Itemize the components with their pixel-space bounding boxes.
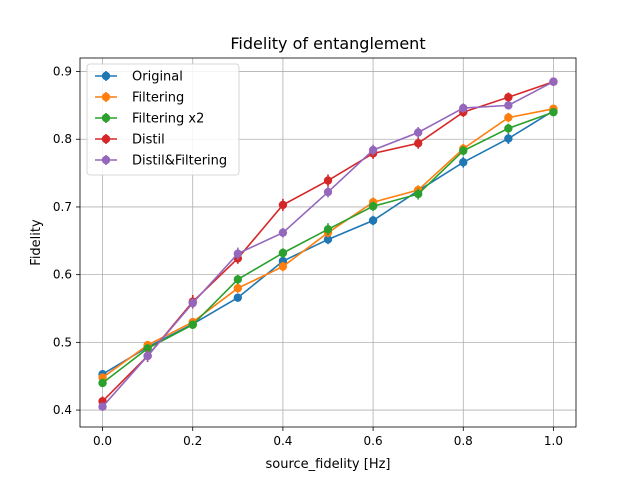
data-point — [233, 275, 243, 284]
y-axis-label: Fidelity — [29, 219, 44, 266]
x-tick-label: 0.2 — [183, 434, 202, 448]
data-point — [549, 107, 558, 117]
data-point — [413, 128, 423, 137]
y-tick-label: 0.4 — [53, 403, 72, 417]
data-point — [278, 200, 288, 210]
y-tick-label: 0.7 — [53, 200, 72, 214]
data-point — [278, 228, 288, 237]
legend-label: Distil&Filtering — [132, 154, 227, 169]
legend-marker — [101, 92, 111, 102]
y-tick-label: 0.8 — [53, 132, 72, 146]
legend-marker — [101, 71, 111, 81]
chart-title: Fidelity of entanglement — [230, 34, 425, 53]
y-tick-label: 0.5 — [53, 335, 72, 349]
legend-item: Filtering x2 — [95, 112, 204, 127]
legend-item: Distil&Filtering — [95, 154, 227, 169]
data-point — [459, 158, 468, 167]
data-point — [143, 351, 152, 361]
x-tick-label: 0.0 — [93, 434, 112, 448]
data-point — [368, 216, 378, 225]
data-point — [549, 77, 558, 86]
y-tick-label: 0.9 — [53, 65, 72, 79]
data-point — [504, 124, 513, 133]
data-point — [323, 225, 333, 234]
data-point — [459, 146, 468, 155]
grid — [80, 58, 576, 427]
data-point — [233, 284, 243, 293]
series-filtering-x2 — [98, 107, 558, 388]
data-point — [143, 344, 152, 353]
data-point — [323, 187, 333, 197]
data-point — [98, 378, 107, 388]
data-point — [413, 189, 423, 199]
legend-box — [86, 63, 240, 176]
data-point — [459, 103, 468, 113]
ticks: 0.0 0.2 0.4 0.6 0.8 1.0 0.4 0.5 0.6 0.7 0.8 0.9 — [53, 65, 563, 448]
data-point — [504, 134, 513, 143]
x-tick-label: 0.4 — [273, 434, 292, 448]
x-tick-label: 0.6 — [364, 434, 383, 448]
data-point — [278, 248, 288, 258]
legend-marker — [101, 113, 111, 123]
legend-item: Original — [95, 70, 183, 85]
legend-marker — [101, 155, 111, 165]
series-layer — [98, 77, 558, 411]
legend-label: Filtering — [132, 91, 184, 106]
data-point — [233, 293, 243, 302]
data-point — [323, 235, 333, 244]
legend-marker — [101, 134, 111, 144]
y-tick-label: 0.6 — [53, 268, 72, 282]
data-point — [188, 320, 197, 329]
legend-label: Filtering x2 — [132, 112, 204, 127]
legend: Original Filtering Filtering x2 Distil Disti… — [86, 63, 240, 176]
legend-label: Original — [132, 70, 183, 85]
x-tick-label: 0.8 — [454, 434, 473, 448]
data-point — [504, 93, 513, 102]
data-point — [278, 262, 288, 271]
data-point — [368, 145, 378, 155]
legend-item: Filtering — [95, 91, 184, 106]
data-point — [368, 202, 378, 211]
x-tick-label: 1.0 — [544, 434, 563, 448]
data-point — [504, 101, 513, 110]
data-point — [323, 176, 333, 185]
data-point — [188, 298, 197, 308]
plot-frame — [79, 57, 577, 428]
legend-item: Distil — [95, 133, 165, 148]
x-axis-label: source_fidelity [Hz] — [266, 457, 391, 472]
series-distil-filtering — [98, 77, 558, 411]
data-point — [504, 113, 513, 122]
legend-label: Distil — [132, 133, 165, 148]
data-point — [413, 139, 423, 148]
data-point — [233, 249, 243, 258]
data-point — [98, 402, 107, 411]
